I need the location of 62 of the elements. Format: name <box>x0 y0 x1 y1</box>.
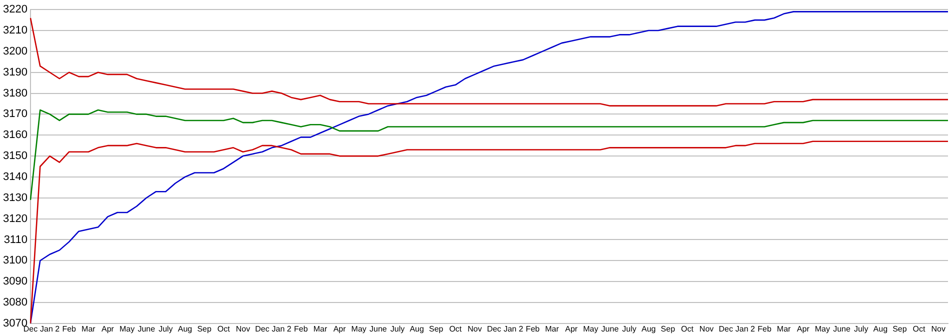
y-tick-label: 3160 <box>2 129 28 142</box>
x-tick-label: Oct <box>681 324 694 334</box>
y-tick-label: 3210 <box>2 24 28 37</box>
x-tick-label: Mar <box>313 324 328 334</box>
x-tick-label: July <box>390 324 405 334</box>
y-tick-label: 3220 <box>2 4 28 16</box>
y-tick-label: 3180 <box>2 87 28 100</box>
x-tick-label: Apr <box>796 324 810 334</box>
y-tick-label: 3080 <box>2 296 28 309</box>
x-tick-label: June <box>601 324 620 334</box>
x-tick-label: Nov <box>699 324 714 334</box>
y-tick-label: 3190 <box>2 66 28 78</box>
x-tick-label: Jan 2 <box>735 324 756 334</box>
y-tick-label: 3200 <box>2 45 28 58</box>
x-tick-label: May <box>119 324 135 334</box>
x-tick-label: July <box>622 324 636 334</box>
x-tick-label: Apr <box>102 324 114 334</box>
x-tick-label: Oct <box>217 324 231 334</box>
x-tick-label: Nov <box>468 324 482 334</box>
x-tick-label: Jan 2 <box>272 324 292 334</box>
x-tick-label: Feb <box>62 324 77 334</box>
x-tick-label: July <box>854 324 868 334</box>
x-tick-label: Apr <box>333 324 346 334</box>
x-tick-label: Mar <box>82 324 96 334</box>
x-tick-label: Feb <box>758 324 772 334</box>
x-tick-label: Aug <box>641 324 656 334</box>
y-tick-label: 3130 <box>2 192 28 204</box>
x-tick-label: Dec <box>486 324 502 334</box>
x-tick-label: Mar <box>545 324 560 334</box>
x-tick-label: June <box>833 324 851 334</box>
x-tick-label: Aug <box>410 324 424 334</box>
x-tick-label: May <box>814 324 830 334</box>
x-tick-label: Oct <box>449 324 462 334</box>
x-tick-label: Dec <box>718 324 733 334</box>
x-tick-label: Jan 2 <box>40 324 60 334</box>
x-tick-label: Mar <box>776 324 792 334</box>
y-tick-label: 3140 <box>2 170 28 183</box>
x-tick-label: June <box>369 324 388 334</box>
y-tick-label: 3100 <box>2 254 28 267</box>
x-tick-label: Sep <box>892 324 908 334</box>
x-tick-label: May <box>351 324 366 334</box>
x-tick-label: Jan 2 <box>504 324 524 334</box>
y-tick-label: 3150 <box>2 150 28 162</box>
x-tick-label: Apr <box>565 324 578 334</box>
x-tick-label: Nov <box>931 324 946 334</box>
x-tick-label: Feb <box>526 324 540 334</box>
x-tick-label: June <box>138 324 156 334</box>
x-tick-label: Feb <box>294 324 308 334</box>
y-tick-label: 3120 <box>2 212 28 225</box>
x-tick-label: May <box>583 324 598 334</box>
x-tick-label: Aug <box>873 324 888 334</box>
x-tick-label: Dec <box>255 324 270 334</box>
x-tick-label: July <box>158 324 173 334</box>
x-tick-label: Sep <box>197 324 212 334</box>
x-tick-label: Sep <box>660 324 676 334</box>
x-tick-label: Sep <box>429 324 444 334</box>
x-tick-label: Aug <box>178 324 192 334</box>
y-tick-label: 3110 <box>4 234 28 246</box>
y-tick-label: 3170 <box>2 108 28 120</box>
y-tick-label: 3090 <box>2 276 28 288</box>
x-tick-label: Oct <box>912 324 926 334</box>
x-tick-label: Nov <box>236 324 250 334</box>
